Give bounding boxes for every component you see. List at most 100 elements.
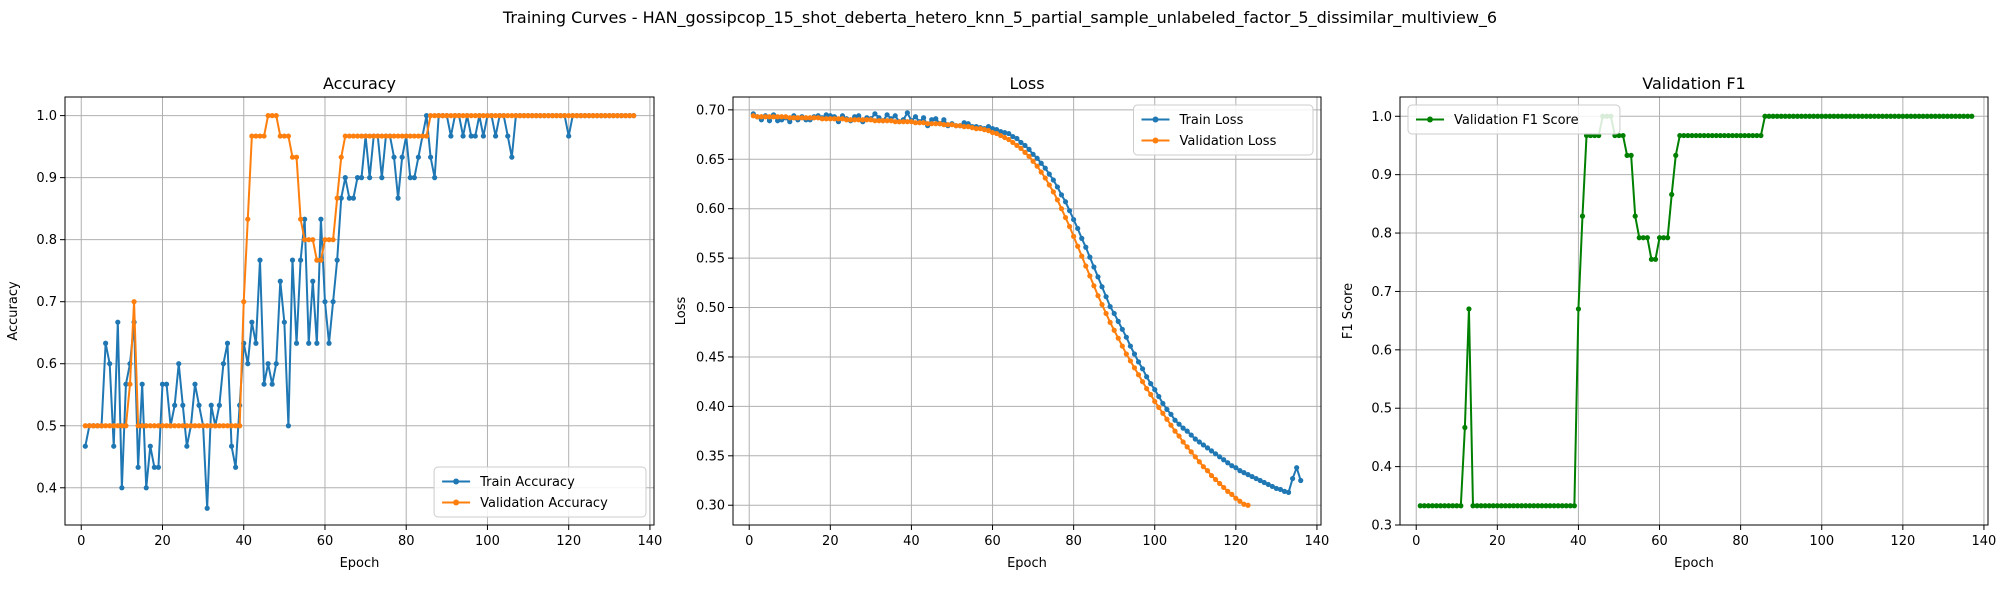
- data-point: [1417, 503, 1423, 509]
- data-point: [1131, 365, 1138, 371]
- y-tick-label: 0.7: [1371, 285, 1392, 300]
- data-point: [163, 423, 170, 429]
- data-point: [419, 133, 426, 139]
- data-point: [82, 443, 88, 449]
- data-point: [1119, 326, 1125, 332]
- data-point: [1172, 428, 1178, 434]
- data-point: [770, 114, 777, 120]
- data-point: [529, 113, 535, 119]
- data-point: [460, 113, 466, 119]
- data-point: [1156, 393, 1162, 400]
- data-point: [1208, 448, 1215, 454]
- data-point: [131, 299, 137, 305]
- data-point: [1433, 503, 1440, 509]
- data-point: [1115, 318, 1121, 324]
- x-tick-label: 0: [77, 534, 85, 549]
- data-point: [306, 340, 312, 346]
- data-point: [1099, 301, 1105, 308]
- y-axis-label: Loss: [674, 297, 689, 326]
- data-point: [480, 113, 486, 119]
- data-point: [1208, 472, 1215, 479]
- series-validation-f1-score: [1417, 113, 1975, 509]
- data-point: [916, 120, 923, 126]
- data-point: [566, 133, 572, 139]
- data-point: [1229, 463, 1235, 469]
- data-point: [823, 112, 829, 118]
- data-point: [541, 113, 547, 119]
- data-point: [1002, 129, 1008, 136]
- data-point: [115, 319, 121, 325]
- data-point: [1888, 113, 1894, 119]
- data-point: [1563, 503, 1569, 509]
- y-tick-label: 0.40: [696, 400, 725, 415]
- data-point: [1786, 113, 1792, 119]
- data-point: [1539, 503, 1545, 509]
- data-point: [1042, 175, 1048, 181]
- data-point: [1075, 225, 1081, 232]
- data-point: [358, 175, 365, 181]
- data-point: [399, 154, 405, 160]
- data-point: [566, 113, 572, 119]
- data-point: [1746, 132, 1752, 139]
- data-point: [318, 257, 324, 263]
- data-point: [509, 113, 515, 119]
- data-point: [1217, 454, 1223, 460]
- data-point: [395, 133, 401, 139]
- data-point: [1107, 303, 1113, 310]
- data-point: [1212, 476, 1219, 483]
- data-point: [1802, 113, 1809, 119]
- data-point: [827, 116, 833, 122]
- x-tick-label: 60: [1651, 534, 1668, 549]
- data-point: [533, 113, 539, 119]
- data-point: [163, 381, 170, 387]
- data-point: [1014, 135, 1020, 142]
- data-point: [872, 111, 878, 117]
- data-point: [549, 113, 556, 119]
- data-point: [1277, 486, 1284, 493]
- data-point: [961, 124, 967, 130]
- data-point: [1875, 113, 1882, 119]
- data-point: [155, 464, 162, 470]
- y-tick-label: 1.0: [36, 109, 57, 124]
- data-point: [1778, 113, 1784, 119]
- data-point: [204, 423, 210, 429]
- data-point: [298, 257, 304, 263]
- data-point: [1192, 436, 1198, 442]
- data-point: [868, 117, 874, 123]
- data-point: [1555, 503, 1561, 509]
- data-point: [180, 402, 186, 408]
- data-point: [1058, 192, 1065, 198]
- data-point: [1425, 503, 1431, 509]
- data-point: [448, 113, 454, 119]
- data-point: [989, 126, 996, 132]
- data-point: [1046, 171, 1052, 177]
- data-point: [1131, 351, 1138, 357]
- data-point: [314, 257, 320, 263]
- data-point: [614, 113, 621, 119]
- data-point: [432, 113, 438, 119]
- data-point: [1758, 132, 1764, 139]
- data-point: [172, 423, 178, 429]
- data-point: [965, 124, 971, 130]
- data-point: [766, 118, 773, 124]
- data-point: [610, 113, 616, 119]
- data-point: [1644, 235, 1650, 241]
- data-point: [326, 340, 332, 346]
- data-point: [775, 114, 781, 120]
- data-point: [904, 110, 910, 116]
- data-point: [289, 154, 296, 160]
- data-point: [310, 278, 316, 284]
- data-point: [436, 113, 442, 119]
- data-point: [1867, 113, 1873, 119]
- x-tick-label: 120: [1223, 534, 1248, 549]
- x-tick-label: 100: [1809, 534, 1834, 549]
- data-point: [330, 237, 336, 243]
- data-point: [1164, 406, 1170, 412]
- chart-title: Validation F1: [1642, 74, 1745, 93]
- x-tick-label: 100: [475, 534, 500, 549]
- data-point: [440, 113, 446, 119]
- data-point: [754, 114, 760, 120]
- data-point: [1916, 113, 1922, 119]
- data-point: [1225, 460, 1231, 466]
- data-point: [892, 119, 898, 125]
